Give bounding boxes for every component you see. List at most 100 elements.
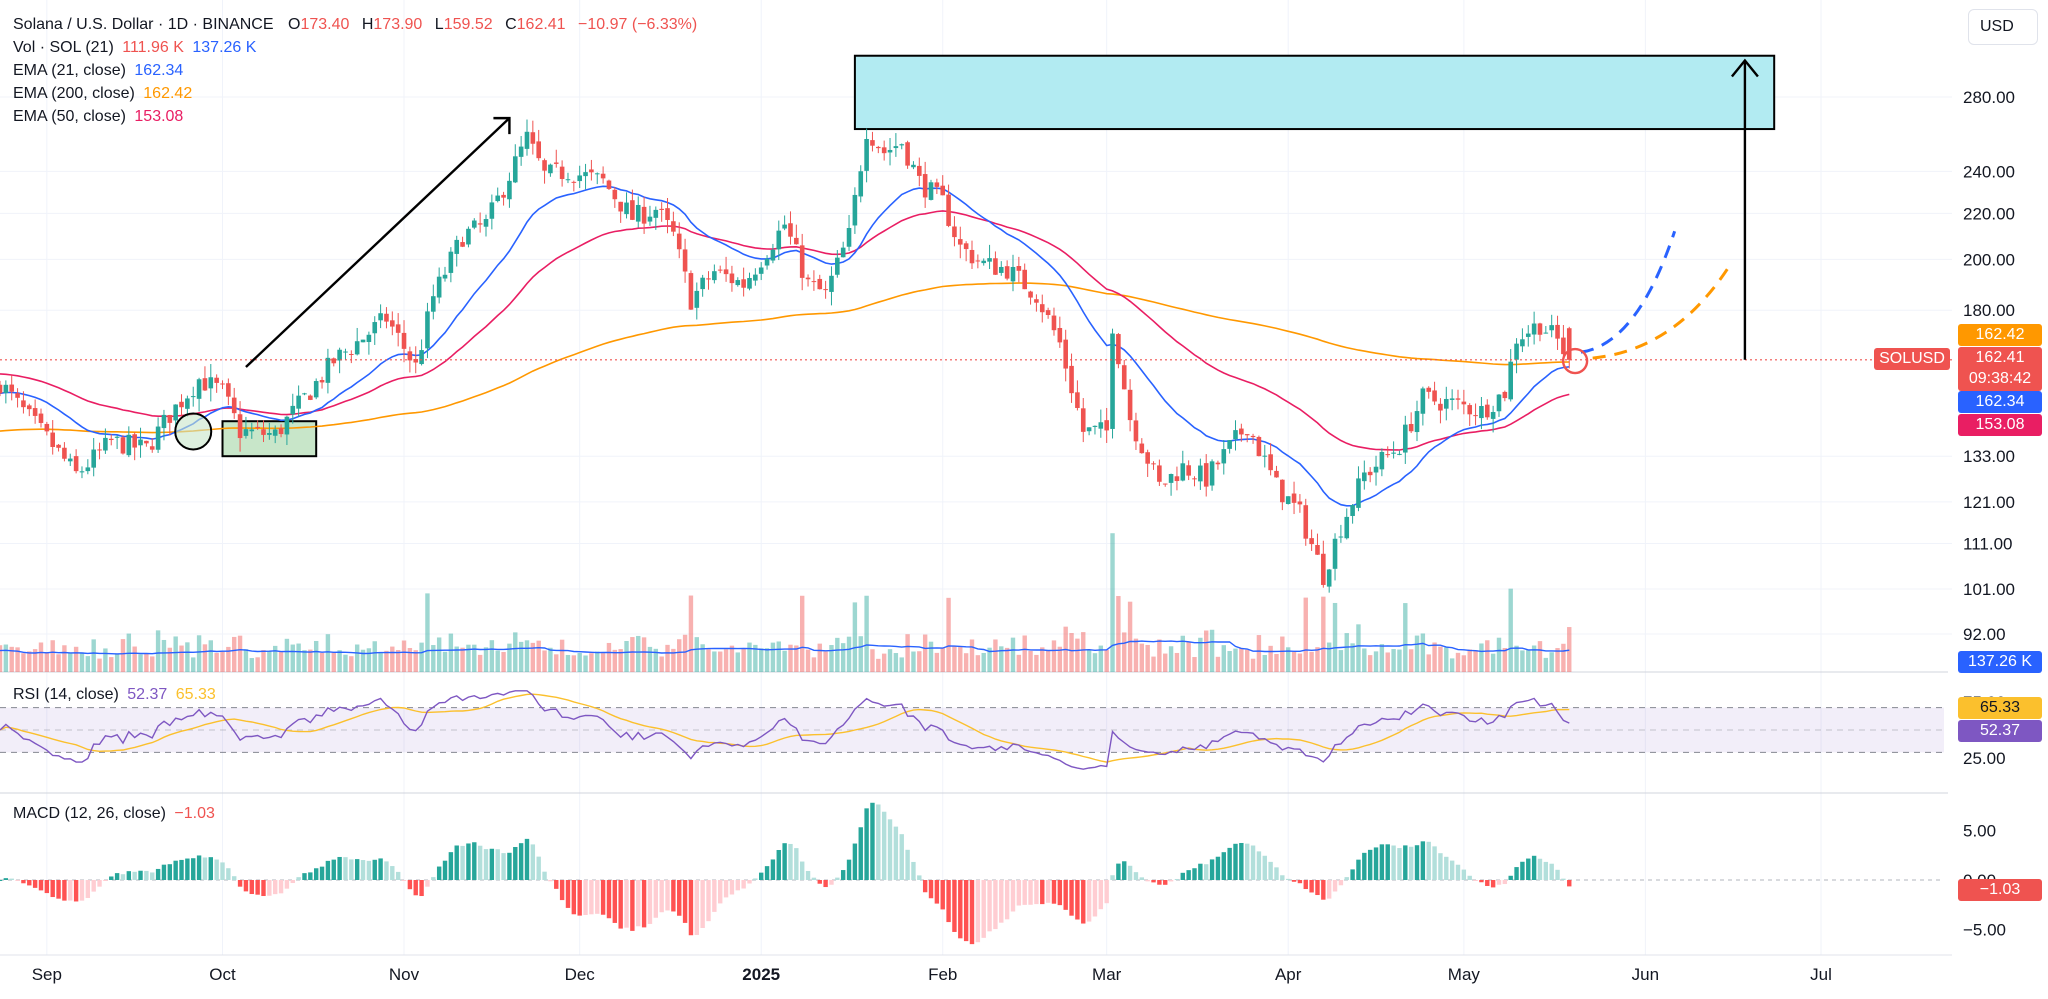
circle-marker[interactable] [174,412,213,451]
volume-bar [1490,653,1496,672]
volume-bar [202,644,208,672]
volume-bar [1420,633,1426,672]
macd-histogram-bar [1356,859,1361,880]
target-arrow-head[interactable] [1730,58,1759,78]
volume-bar [1455,652,1461,672]
candle-body [413,358,419,363]
circle-marker-recent[interactable] [1561,347,1589,375]
volume-bar [138,654,143,672]
candle-body [583,172,588,177]
trend-arrow-line[interactable] [245,117,511,368]
macd-histogram-bar [1385,844,1390,880]
candle-body [62,447,67,459]
macd-histogram-bar [1391,845,1396,880]
volume-bar [1467,649,1472,672]
candle-body [220,383,225,385]
candle-body [1227,440,1232,449]
macd-histogram-bar [776,849,781,880]
ema50-legend-value: 153.08 [134,108,184,125]
volume-bar [366,648,372,672]
candle-body [1514,343,1519,360]
ema21-line[interactable] [0,185,1570,507]
volume-bar [220,651,225,672]
projection-curve-blue[interactable] [1580,230,1677,354]
volume-bar [337,650,342,672]
macd-histogram-bar [419,880,424,897]
volume-bar [706,649,711,672]
macd-histogram-bar [1555,869,1560,880]
volume-bar [618,649,623,672]
macd-histogram-bar [401,880,407,881]
macd-histogram-bar [1063,880,1068,910]
currency-button[interactable]: USD [1968,9,2038,45]
candle-body [630,200,635,220]
volume-bar [56,654,61,672]
ema50-legend-name: EMA (50, close) [13,108,126,125]
volume-legend[interactable]: Vol · SOL (21) 111.96 K 137.26 K [13,39,260,57]
volume-bar [770,642,776,672]
symbol-title[interactable]: Solana / U.S. Dollar · 1D · BINANCE [13,16,274,33]
volume-bar [1133,638,1139,672]
ema21-legend[interactable]: EMA (21, close) 162.34 [13,62,187,80]
macd-histogram-bar [1139,877,1145,880]
volume-bar [659,656,664,672]
macd-histogram-bar [114,873,120,880]
ema200-legend[interactable]: EMA (200, close) 162.42 [13,85,196,103]
ema200-line[interactable] [0,282,1570,434]
candle-body [249,429,255,432]
volume-bar [1151,656,1156,672]
candle-body [149,446,155,450]
macd-histogram-bar [273,880,278,895]
macd-histogram-bar [518,843,524,880]
trend-arrow-head[interactable] [493,116,511,135]
macd-histogram-bar [1198,863,1203,880]
volume-bar [1397,649,1402,672]
candle-body [922,174,928,198]
candle-body [799,245,805,278]
volume-bar [1473,650,1478,672]
candle-body [1180,463,1186,481]
target-zone-rectangle[interactable] [853,54,1776,131]
time-axis-label: Mar [1092,965,1122,984]
rsi-ma-line[interactable] [0,693,1570,763]
volume-bar [319,652,325,672]
volume-bar [917,651,922,672]
candle-body [887,149,893,153]
macd-histogram-bar [1245,843,1250,880]
volume-bar [296,643,301,672]
candle-body [202,378,208,391]
macd-histogram-bar [881,811,887,880]
candle-body [606,180,612,189]
ema50-line[interactable] [0,210,1570,451]
candle-body [940,185,946,196]
volume-bar [694,637,699,672]
volume-bar [1303,597,1308,672]
volume-bar [1274,653,1279,672]
volume-bar [577,652,582,672]
rsi-legend[interactable]: RSI (14, close) 52.37 65.33 [13,686,220,704]
macd-histogram-bar [928,880,934,899]
rsi-line[interactable] [0,690,1570,770]
candle-body [85,467,91,472]
macd-histogram-bar [1262,855,1267,880]
volume-bar [647,646,653,672]
candle-body [1244,434,1250,436]
candle-body [483,219,489,227]
volume-bar [9,646,14,672]
candle-body [1209,461,1215,486]
projection-curve-orange[interactable] [1592,268,1729,360]
macd-histogram-bar [1444,856,1449,880]
ema50-legend[interactable]: EMA (50, close) 153.08 [13,108,187,126]
macd-legend[interactable]: MACD (12, 26, close) −1.03 [13,805,219,823]
macd-histogram-bar [1326,880,1332,899]
rsi-axis-label: 25.00 [1963,749,2006,768]
volume-bar [1104,649,1109,672]
volume-bar [237,635,243,672]
candle-body [50,432,55,447]
candle-body [460,242,465,247]
macd-histogram-bar [267,880,272,896]
macd-histogram-bar [3,878,9,880]
volume-bar [1408,649,1414,672]
